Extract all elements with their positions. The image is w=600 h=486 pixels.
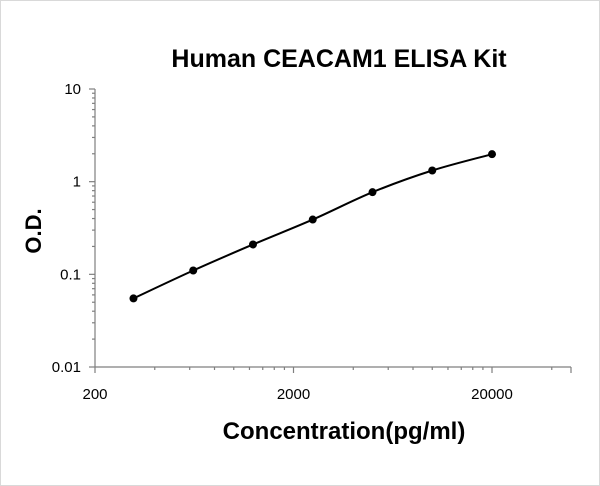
series-layer [129,150,497,303]
x-tick-label: 20000 [471,386,513,403]
data-point [308,215,317,224]
data-point [129,294,138,303]
y-tick-label: 1 [73,174,81,191]
chart-title: Human CEACAM1 ELISA Kit [171,45,507,73]
x-tick-label: 200 [82,386,107,403]
y-tick-label: 0.1 [60,266,81,283]
data-point [488,150,497,159]
data-point [368,188,377,197]
data-point [248,240,257,249]
y-tick-label: 10 [64,81,81,98]
y-axis-label: O.D. [21,208,46,253]
data-point [428,166,437,175]
ticks-layer: 0.01 0.1 1 10 200 2000 20000 [52,81,572,403]
data-point [189,266,198,275]
x-axis-label: Concentration(pg/ml) [223,418,466,445]
x-tick-label: 2000 [277,386,310,403]
y-tick-label: 0.01 [52,359,81,376]
series-line [133,153,493,300]
